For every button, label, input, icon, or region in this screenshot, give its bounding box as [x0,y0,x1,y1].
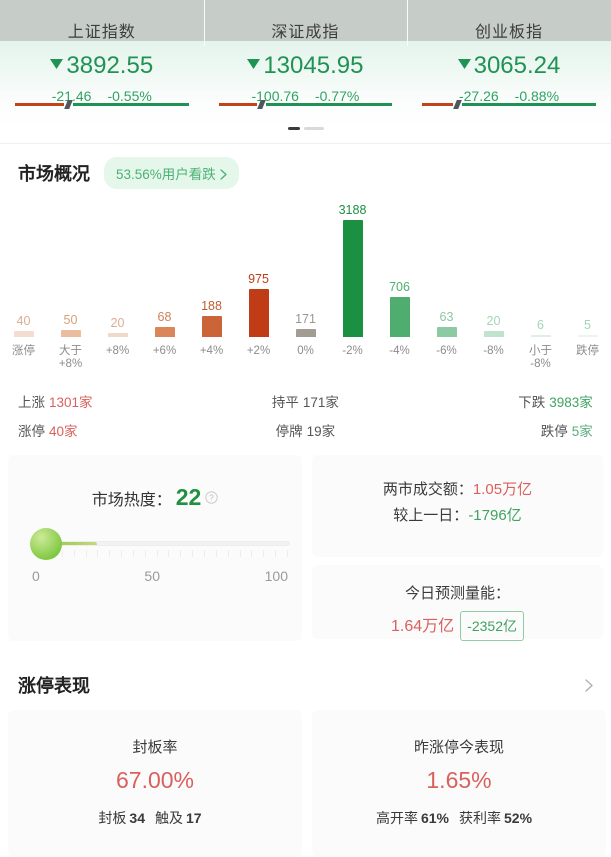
svg-text:?: ? [210,493,215,502]
